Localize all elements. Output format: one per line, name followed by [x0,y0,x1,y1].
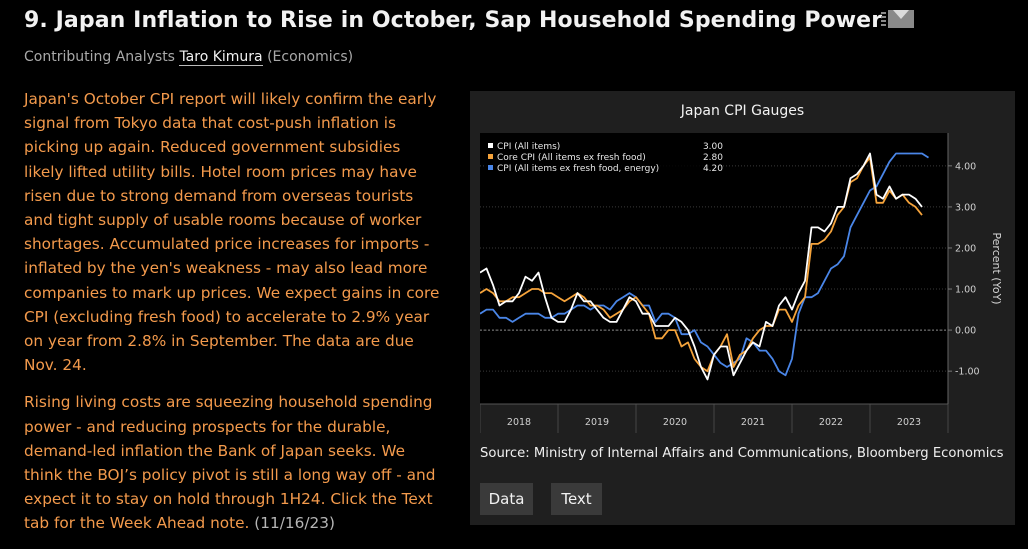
chart-panel: Japan CPI Gauges -1.00 0.00 1.00 2.00 3.00 4.… [470,91,1015,525]
x-tick-label: 2018 [507,417,531,428]
analyst-dept: (Economics) [267,49,354,65]
legend-value: 3.00 [703,142,723,152]
legend-label: CPI (All items) [497,142,560,152]
x-tick-label: 2019 [585,417,609,428]
article-date: (11/16/23) [254,514,335,533]
x-tick-label: 2020 [663,417,687,428]
email-icon[interactable] [881,10,915,28]
x-tick-label: 2023 [897,417,921,428]
paragraph-2: Rising living costs are squeezing househ… [24,390,444,535]
y-tick-label: 2.00 [955,243,976,254]
legend-swatch [488,165,493,170]
y-tick-label: -1.00 [955,367,980,378]
legend-box [485,139,723,179]
y-tick-label: 4.00 [955,161,976,172]
y-tick-label: 1.00 [955,285,976,296]
cpi-chart: -1.00 0.00 1.00 2.00 3.00 4.00 2018 2019 2020 202… [480,133,1003,433]
byline: Contributing Analysts Taro Kimura (Econo… [24,49,354,66]
legend-label: Core CPI (All items ex fresh food) [497,153,646,163]
article-title: 9. Japan Inflation to Rise in October, S… [24,8,915,33]
paragraph-2-text: Rising living costs are squeezing househ… [24,393,436,533]
article-body: Japan's October CPI report will likely c… [24,87,444,549]
byline-prefix: Contributing Analysts [24,49,175,65]
chart-title: Japan CPI Gauges [680,103,805,119]
paragraph-1: Japan's October CPI report will likely c… [24,90,440,375]
series-line-1 [480,152,923,381]
legend-swatch [488,154,493,159]
legend-swatch [488,143,493,148]
tab-data[interactable]: Data [480,483,533,515]
series-line-3 [480,152,929,377]
y-tick-label: 3.00 [955,202,976,213]
x-tick-label: 2022 [819,417,843,428]
chart-source: Source: Ministry of Internal Affairs and… [480,446,1004,461]
y-tick-label: 0.00 [955,326,976,337]
tab-text[interactable]: Text [551,483,602,515]
x-tick-label: 2021 [741,417,765,428]
legend-value: 4.20 [703,164,723,174]
legend-label: CPI (All items ex fresh food, energy) [497,164,659,174]
analyst-name-link[interactable]: Taro Kimura [179,49,263,66]
article-title-text: 9. Japan Inflation to Rise in October, S… [24,8,883,33]
y-axis-label: Percent (YoY) [990,232,1003,304]
legend-value: 2.80 [703,153,723,163]
